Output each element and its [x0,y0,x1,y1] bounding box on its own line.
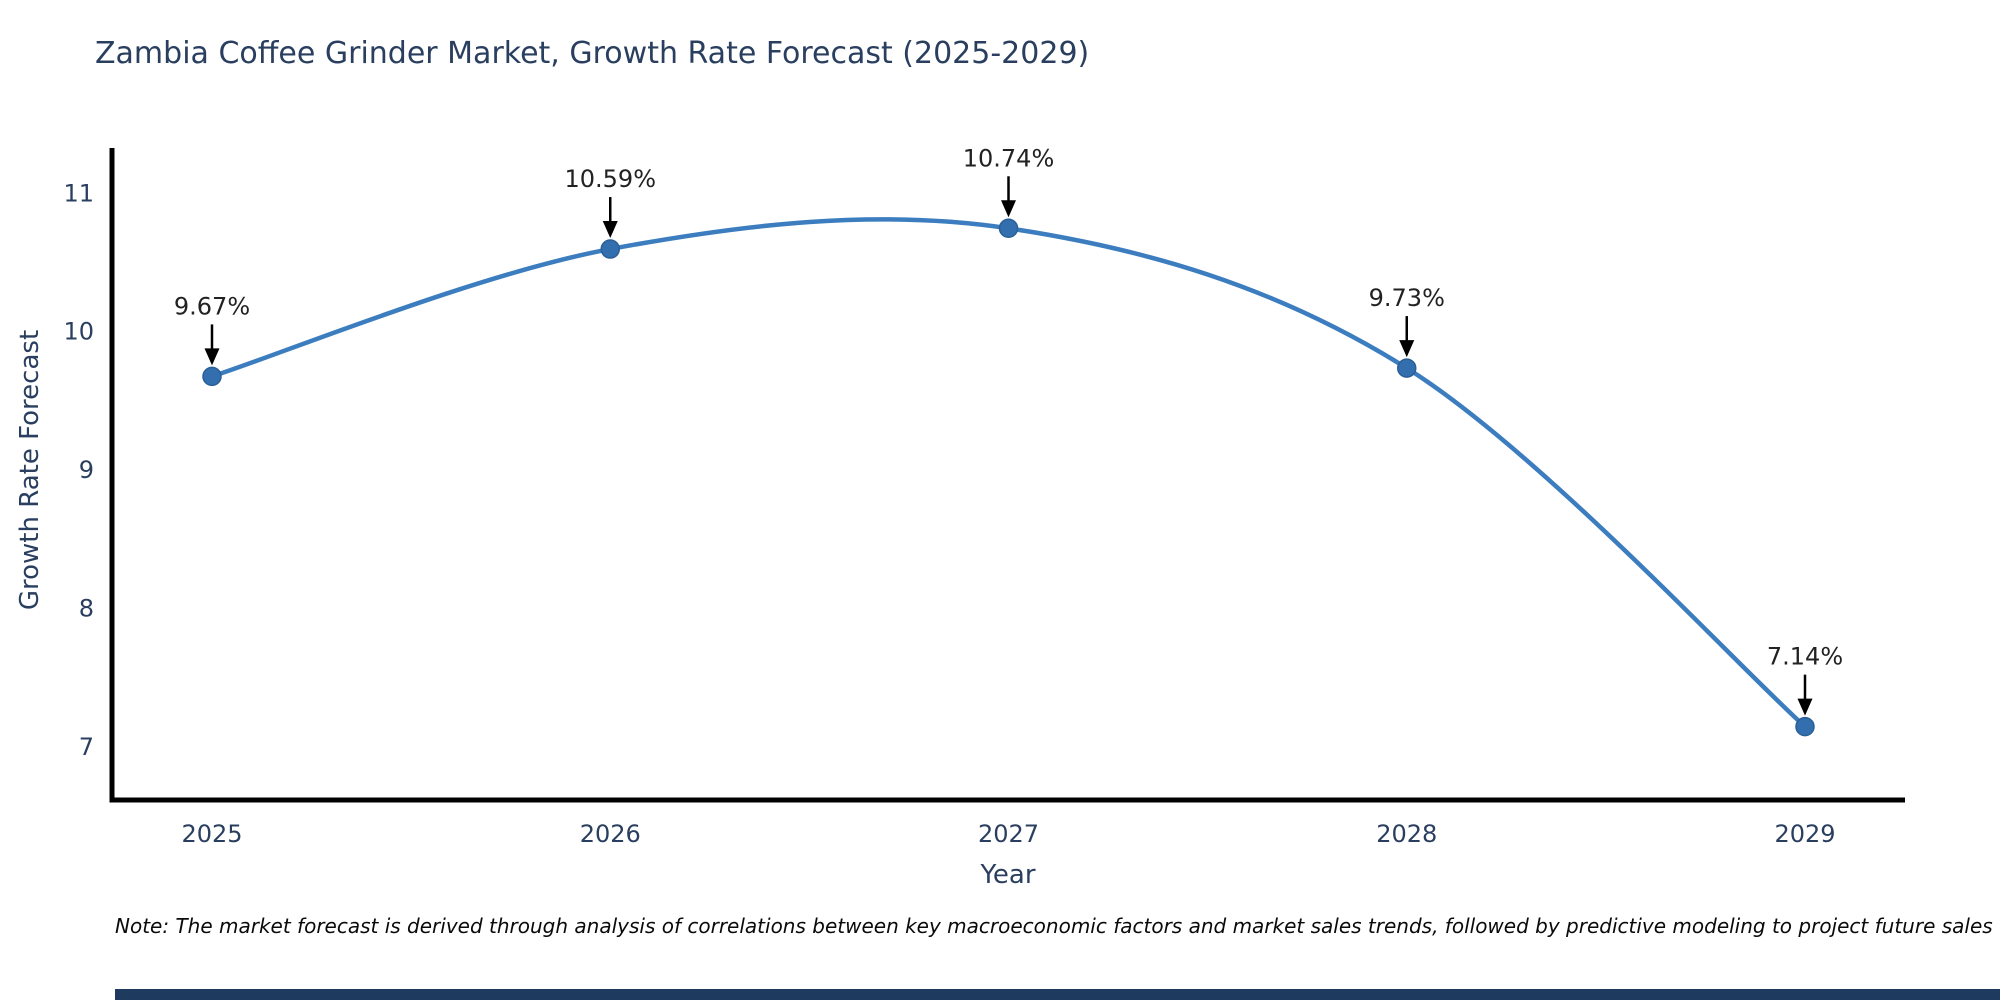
data-point-label: 10.74% [963,144,1055,172]
data-point-label: 9.67% [174,292,250,320]
x-tick-label: 2025 [181,820,242,848]
forecast-line [209,217,1808,729]
x-tick-label: 2026 [580,820,641,848]
annotation-arrow-head [1399,340,1415,358]
y-tick-label: 7 [79,733,94,761]
y-axis-title: Growth Rate Forecast [15,329,45,611]
data-point-marker [1795,716,1815,737]
data-point-label: 7.14% [1767,643,1843,671]
annotation-arrow-head [1001,200,1016,218]
y-tick-label: 11 [63,179,94,207]
y-tick-label: 8 [79,595,94,623]
x-tick-label: 2028 [1376,820,1437,848]
x-tick-label: 2029 [1774,820,1835,848]
x-axis-title: Year [980,860,1036,890]
data-point-label: 9.73% [1369,284,1445,312]
chart-title: Zambia Coffee Grinder Market, Growth Rat… [95,36,1090,71]
data-point-marker [998,218,1019,239]
data-point-label: 10.59% [564,165,656,193]
data-point-marker [202,366,222,387]
data-point-marker [600,239,620,259]
data-point-marker [1397,358,1417,378]
footnote: Note: The market forecast is derived thr… [115,914,1993,938]
y-tick-label: 9 [79,456,94,484]
bottom-edge-bar [115,989,2000,1000]
x-tick-label: 2027 [978,820,1039,848]
annotation-arrow-head [602,221,618,239]
annotation-arrow-head [204,348,220,366]
annotation-arrow-head [1797,698,1813,716]
y-tick-label: 10 [63,318,94,346]
